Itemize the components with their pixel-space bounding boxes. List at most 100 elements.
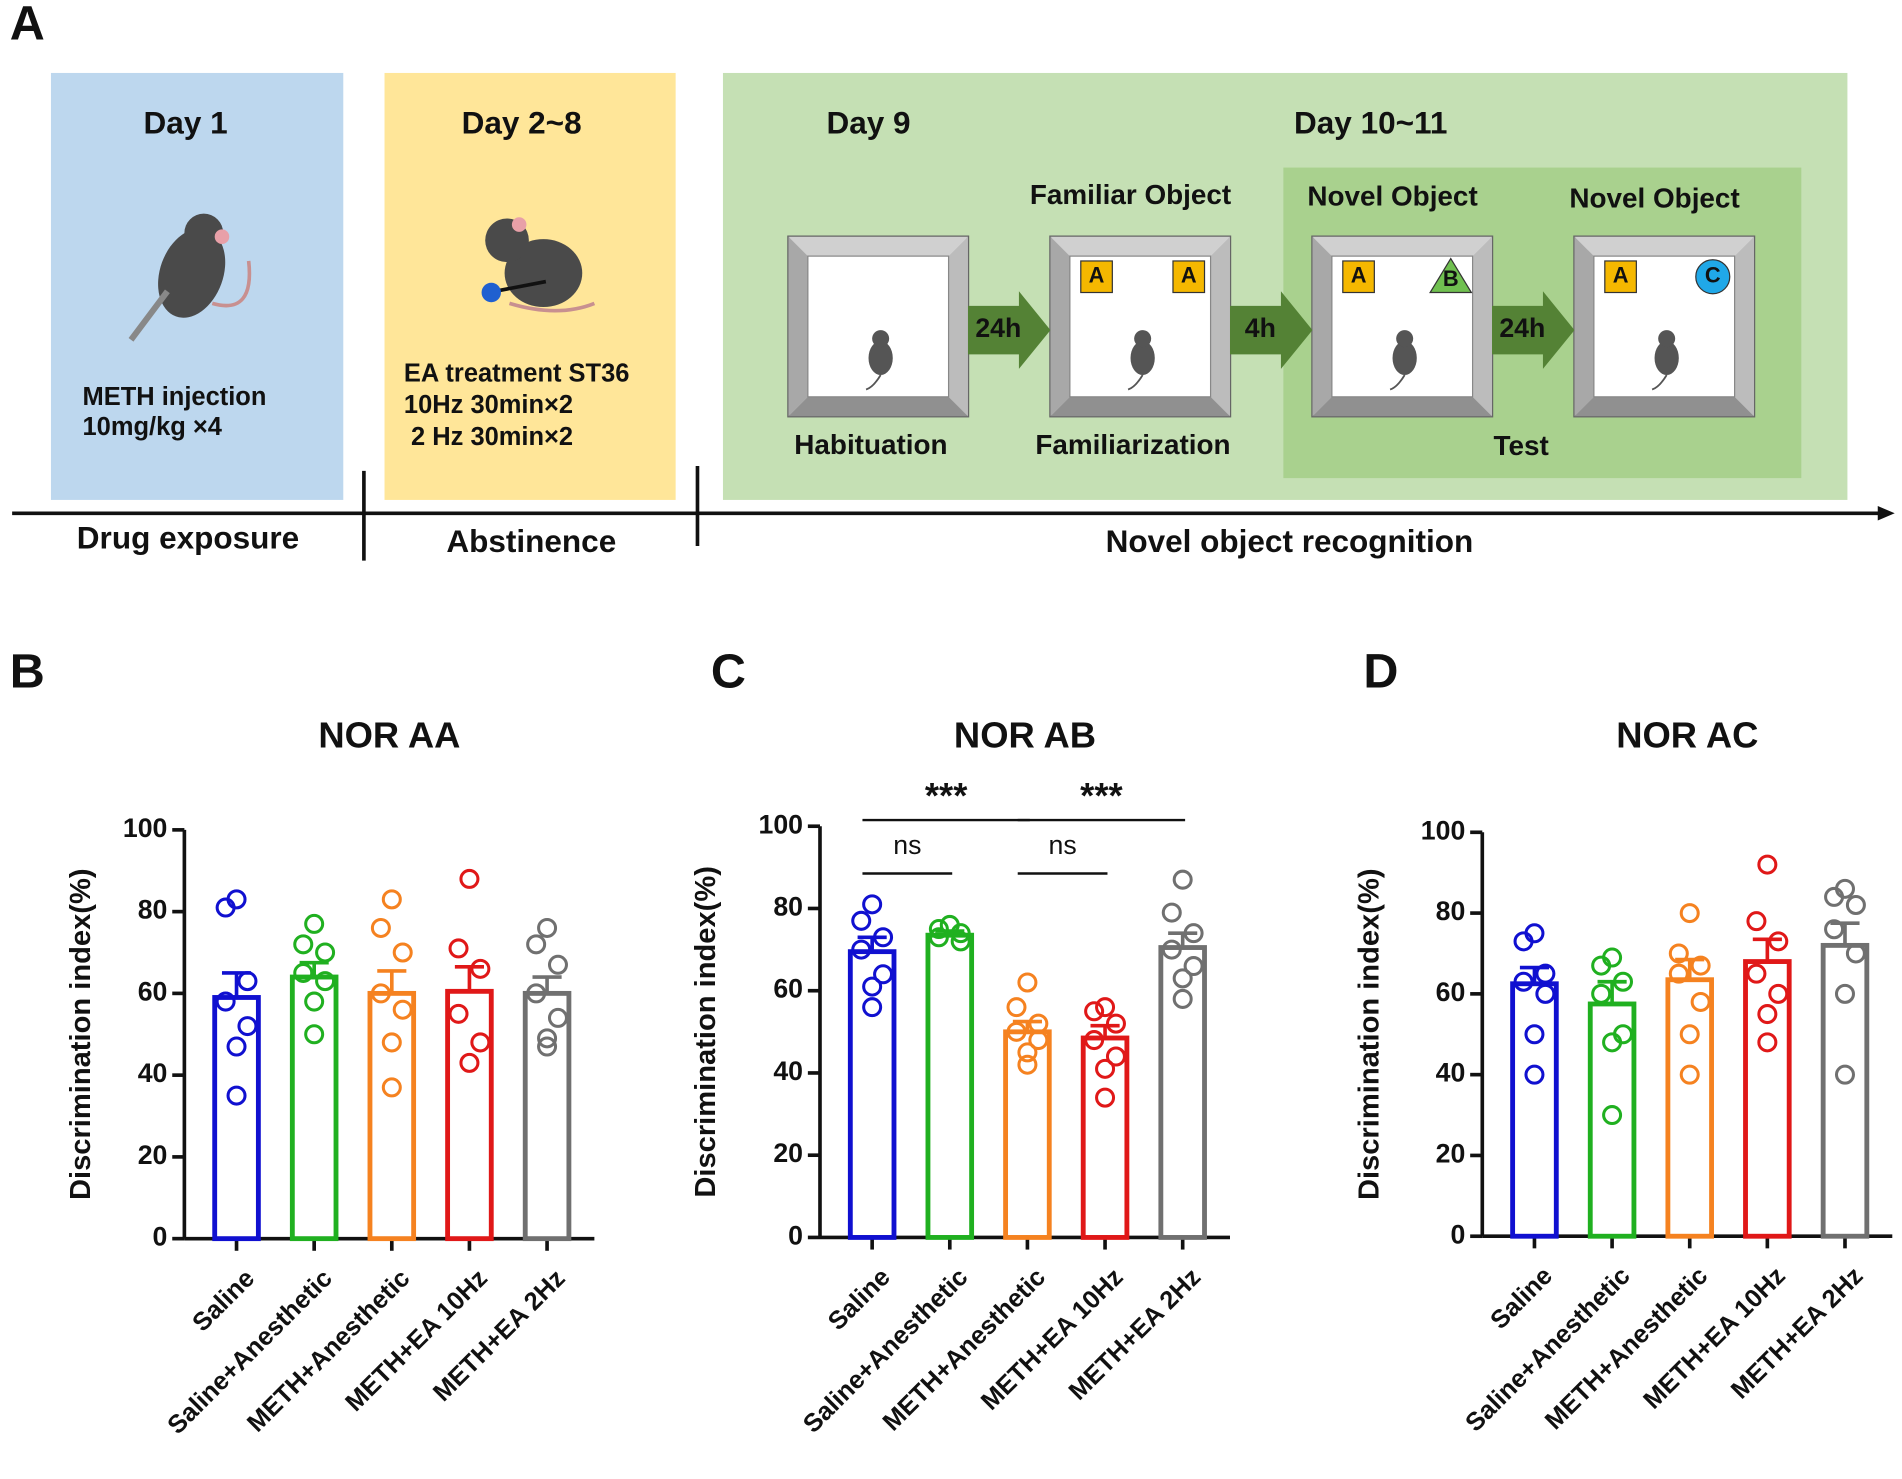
day-label: Day 9 [826, 104, 910, 140]
bar [1158, 945, 1207, 1240]
data-point [1690, 955, 1711, 976]
arena-title: Novel Object [1307, 180, 1477, 211]
y-tick-label: 20 [773, 1138, 803, 1168]
data-point [1679, 903, 1700, 924]
y-tick-label: 80 [773, 892, 803, 922]
data-point [537, 1036, 558, 1057]
interval-arrow [1492, 291, 1575, 369]
significance-label: ns [893, 830, 921, 860]
object-letter: C [1705, 263, 1721, 288]
data-point [851, 910, 872, 931]
data-point [1690, 991, 1711, 1012]
data-point [1535, 963, 1556, 984]
data-point [547, 1007, 568, 1028]
phase-text: 2 Hz 30min×2 [404, 423, 573, 451]
data-point [1084, 1030, 1105, 1051]
panel-label: D [1363, 644, 1398, 698]
object-letter: A [1089, 263, 1105, 288]
arena-title: Novel Object [1569, 183, 1739, 214]
y-tick-label: 40 [1436, 1058, 1466, 1088]
y-tick-label: 0 [788, 1220, 803, 1250]
arena-wall [1472, 236, 1493, 417]
data-point [315, 971, 336, 992]
data-point [526, 934, 547, 955]
y-tick-label: 60 [138, 976, 168, 1006]
arena-wall [788, 236, 808, 417]
data-point [1535, 983, 1556, 1004]
panel-label: C [711, 644, 746, 698]
object-letter: A [1351, 263, 1367, 288]
bar [1080, 1035, 1130, 1240]
arena-wall [788, 396, 968, 417]
mouse-tail [1651, 374, 1668, 391]
data-point [526, 983, 547, 1004]
data-point [851, 939, 872, 960]
x-tick-label: METH+EA 2Hz [1726, 1262, 1869, 1405]
arena-wall [1734, 236, 1755, 417]
data-point [392, 999, 413, 1020]
y-tick-label: 100 [123, 813, 168, 843]
bar [1665, 977, 1714, 1239]
y-tick-label: 60 [773, 974, 803, 1004]
data-point [1183, 923, 1204, 944]
data-point [381, 1077, 402, 1098]
data-point [862, 976, 883, 997]
data-point [1834, 1064, 1855, 1085]
x-tick-label: METH+EA 2Hz [428, 1264, 571, 1407]
interval-label: 4h [1245, 313, 1276, 343]
data-point [537, 917, 558, 938]
bar [367, 990, 417, 1242]
data-point [1757, 854, 1778, 875]
data-point [392, 942, 413, 963]
data-point [1095, 1058, 1116, 1079]
data-point [1017, 972, 1038, 993]
arena-wall [1312, 236, 1493, 257]
phase-text: EA treatment ST36 [404, 360, 630, 388]
data-point [862, 894, 883, 915]
data-point [950, 931, 971, 952]
mouse-icon [481, 217, 596, 313]
data-point [1668, 963, 1689, 984]
data-point [315, 942, 336, 963]
y-tick-label: 100 [758, 809, 803, 839]
object-letter: A [1613, 263, 1629, 288]
data-point [950, 923, 971, 944]
data-point [1006, 997, 1027, 1018]
x-tick-label: Saline [1485, 1262, 1558, 1335]
data-point [1591, 955, 1612, 976]
bar [1510, 981, 1559, 1239]
y-tick-label: 40 [138, 1058, 168, 1088]
data-point [1105, 1013, 1126, 1034]
data-point [1161, 902, 1182, 923]
data-point [1524, 1024, 1545, 1045]
mouse-tail [865, 374, 882, 391]
bar [289, 974, 339, 1242]
x-tick-label: METH+EA 10Hz [340, 1264, 493, 1417]
data-point [1668, 943, 1689, 964]
stage-label: Abstinence [446, 523, 616, 559]
y-axis-label: Discrimination index(%) [1353, 868, 1385, 1200]
data-point [862, 997, 883, 1018]
arena-wall [1574, 236, 1594, 417]
data-point [304, 913, 325, 934]
stage-label: Novel object recognition [1106, 523, 1474, 559]
arena-caption: Habituation [794, 429, 947, 460]
mouse-icon [128, 213, 252, 342]
bar [1743, 959, 1792, 1239]
phase-text: METH injection [82, 383, 266, 411]
data-point [873, 927, 894, 948]
data-point [1613, 971, 1634, 992]
data-point [1017, 1042, 1038, 1063]
data-point [215, 897, 236, 918]
mouse-tail [1127, 374, 1144, 391]
data-point [1006, 1021, 1027, 1042]
chart-panel: C NOR AB Discrimination index(%) 0 20 40 60 80 1… [690, 644, 1230, 1438]
day-label: Day 2~8 [462, 104, 582, 140]
data-point [1768, 931, 1789, 952]
interval-arrow [1229, 291, 1313, 369]
object [1342, 260, 1375, 294]
data-point [928, 927, 949, 948]
chart-title: NOR AC [1616, 714, 1758, 755]
x-tick-label: Saline [823, 1263, 896, 1336]
mouse-icon [1134, 330, 1152, 348]
